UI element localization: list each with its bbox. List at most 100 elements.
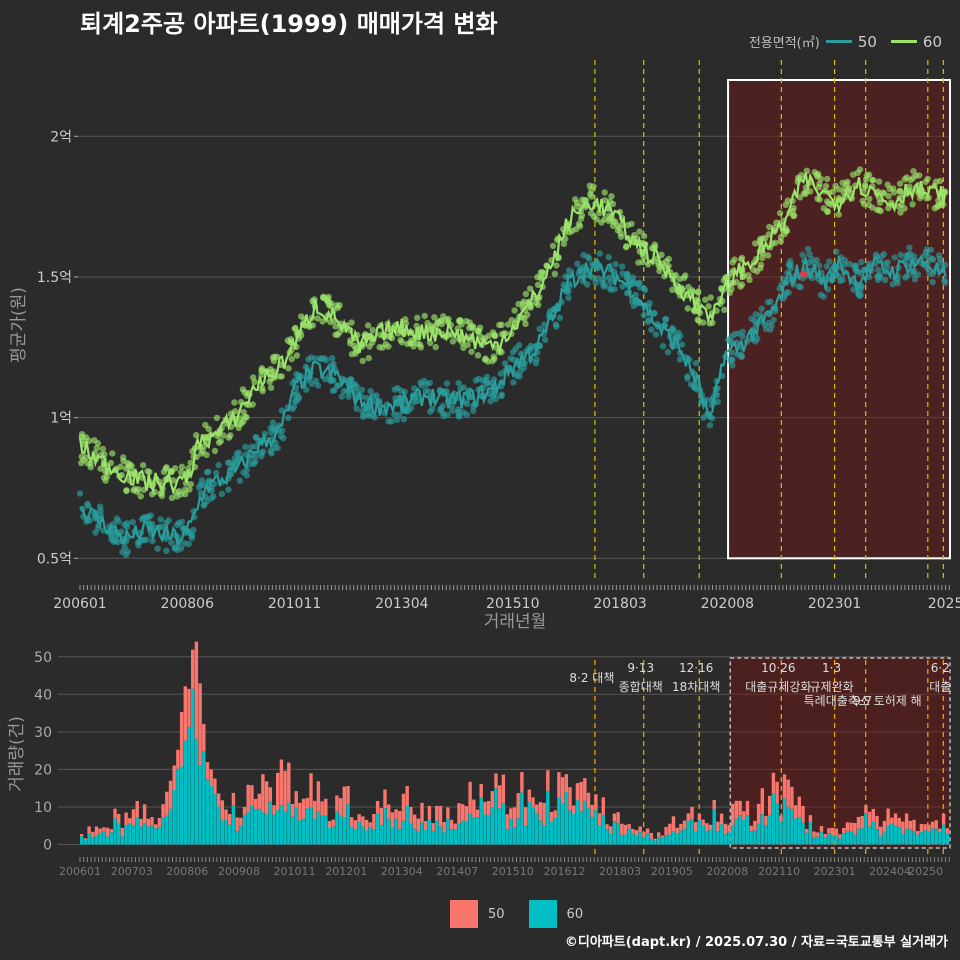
bar-60 [364,830,369,845]
scatter-point [705,303,712,310]
bar-60 [723,834,727,845]
bar-60 [731,825,735,845]
scatter-point [835,211,842,218]
bar-50 [464,806,469,821]
policy-event-label: 18차대책 [672,679,720,694]
bar-60 [320,815,324,845]
bar-60 [239,825,243,845]
bar-50 [908,820,912,829]
bar-50 [597,813,602,827]
policy-date-label: 9·7 [853,694,872,708]
scatter-point [538,268,546,276]
x-tick-label: 201803 [593,596,646,612]
scatter-point [520,298,527,305]
scatter-point [516,373,523,380]
scatter-point [490,353,497,360]
bar-highlight-range [729,657,951,849]
bar-60 [83,840,88,845]
scatter-point [154,545,161,552]
scatter-point [612,218,619,225]
bar-60 [893,825,898,845]
bar-60 [427,819,432,845]
scatter-point [269,354,277,361]
bar-60 [357,822,361,845]
bar-60 [216,806,221,845]
scatter-point [414,314,421,321]
bar-x-tick-label: 201304 [381,865,423,878]
scatter-point [259,387,266,395]
bar-50 [749,825,753,832]
scatter-point [822,183,830,190]
scatter-point [677,332,684,340]
bar-50 [864,805,868,814]
scatter-point [240,408,247,416]
scatter-point [258,365,266,372]
scatter-point [601,197,609,204]
x-tick-label: 202008 [701,596,754,612]
scatter-point [168,539,175,546]
scatter-point [873,206,881,213]
bar-60 [586,808,591,845]
bar-50 [109,829,113,833]
bar-60 [490,807,494,845]
scatter-point [455,379,462,387]
bar-50 [742,811,746,821]
bar-60 [520,792,524,845]
bar-50 [279,759,284,805]
policy-event-label: 대출규제강화 [745,680,811,694]
bar-60 [764,825,768,845]
bar-60 [716,831,720,845]
bar-50 [264,781,269,815]
bar-50 [660,835,665,838]
bar-50 [871,808,875,822]
scatter-point [123,487,130,495]
bar-50 [494,773,498,789]
bar-50 [224,809,228,820]
bar-50 [768,795,772,816]
scatter-point [762,325,770,332]
scatter-point [929,255,936,263]
bar-x-tick-label: 202110 [758,865,800,878]
bar-60 [908,828,912,845]
bar-60 [827,833,831,845]
bar-60 [202,751,206,845]
bar-60 [468,813,472,845]
scatter-point [680,274,688,281]
bar-50 [645,828,650,834]
scatter-point [787,265,795,272]
scatter-point [243,472,250,479]
bar-60 [257,808,261,845]
bar-60 [838,838,842,845]
bar-y-tick-label: 50 [34,650,52,666]
scatter-point [243,466,250,474]
bar-50 [653,838,657,841]
bar-60 [645,833,650,845]
bar-50 [542,802,546,826]
bar-50 [409,807,413,824]
scatter-point [109,450,116,457]
bar-50 [897,817,901,828]
bar-60 [313,818,317,845]
scatter-point [927,246,935,253]
bar-60 [338,815,343,845]
scatter-point [790,204,797,212]
scatter-point [551,270,558,277]
bar-50 [738,800,742,816]
scatter-point [267,384,275,391]
scatter-point [846,260,853,268]
marker-point [800,270,808,278]
policy-event-label: 대출 [929,680,951,694]
scatter-point [702,296,709,303]
scatter-point [421,312,428,320]
bar-60 [649,838,653,845]
scatter-point [787,258,794,265]
bar-50 [612,813,617,822]
bar-60 [886,825,890,845]
bar-60 [941,824,946,845]
scatter-point [252,443,259,450]
scatter-point [579,196,586,203]
bar-60 [276,810,280,845]
bar-50 [135,801,139,818]
scatter-point [541,321,548,328]
scatter-point [768,322,775,329]
